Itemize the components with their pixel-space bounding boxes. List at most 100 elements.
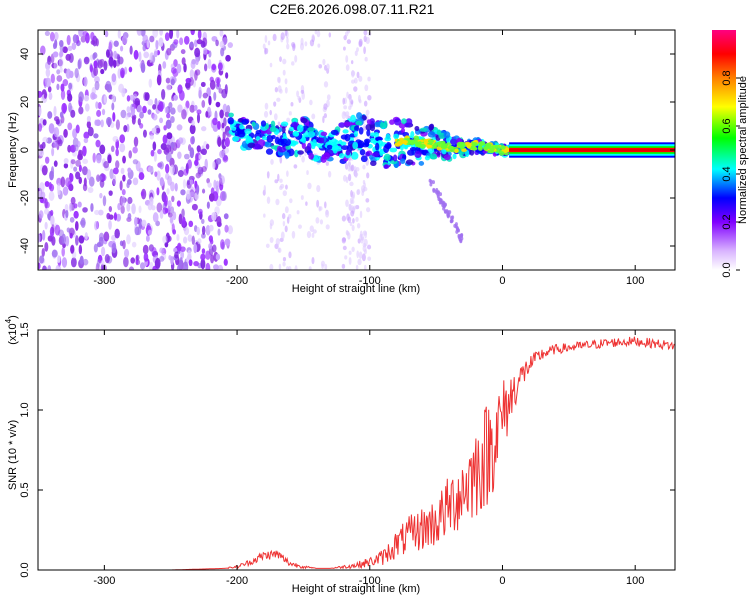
ridge-blob [255, 136, 261, 142]
ridge-blob [366, 129, 371, 137]
noise-blob [171, 195, 175, 203]
noise-blob [122, 174, 126, 182]
noise-blob [169, 164, 175, 175]
sparse-noise-blob [311, 113, 316, 120]
noise-blob [201, 99, 206, 108]
noise-blob [187, 249, 192, 259]
noise-blob [132, 159, 139, 165]
noise-blob [86, 115, 91, 122]
ridge-core-blob [426, 144, 433, 149]
ridge-blob [247, 142, 256, 149]
noise-blob [168, 102, 173, 109]
noise-blob [170, 78, 175, 86]
noise-blob [55, 264, 62, 270]
sparse-noise-blob [366, 172, 370, 179]
noise-blob [56, 75, 63, 82]
ridge-blob [385, 133, 391, 140]
noise-blob [152, 212, 159, 223]
ridge-blob [373, 131, 380, 138]
ridge-blob [401, 118, 407, 125]
noise-blob [203, 63, 208, 72]
noise-blob [153, 50, 158, 58]
noise-blob [142, 44, 147, 52]
noise-blob [43, 93, 47, 99]
noise-blob [203, 47, 208, 55]
sparse-noise-blob [350, 164, 355, 172]
ridge-core-blob [498, 151, 505, 156]
sparse-noise-blob [312, 229, 317, 234]
noise-blob [113, 40, 119, 47]
noise-blob [191, 120, 195, 126]
noise-blob [123, 125, 128, 133]
noise-blob [128, 66, 133, 73]
noise-blob [221, 191, 227, 201]
noise-blob [165, 163, 170, 174]
ridge-blob [465, 149, 470, 158]
noise-blob [93, 66, 99, 77]
sparse-noise-blob [344, 255, 348, 260]
noise-blob [61, 257, 68, 268]
noise-blob [211, 211, 217, 221]
noise-blob [120, 167, 125, 175]
tail-blob [429, 182, 433, 187]
sparse-noise-blob [350, 70, 356, 77]
noise-blob [42, 119, 47, 126]
sparse-noise-blob [348, 95, 352, 103]
sparse-noise-blob [291, 61, 295, 66]
ridge-blob [358, 126, 364, 135]
noise-blob [62, 79, 69, 87]
noise-blob [88, 176, 95, 187]
noise-blob [165, 152, 172, 163]
ridge-blob [307, 130, 316, 138]
noise-blob [121, 35, 128, 45]
sparse-noise-blob [275, 237, 280, 246]
noise-blob [152, 30, 159, 38]
noise-blob [166, 113, 171, 119]
noise-blob [225, 54, 231, 62]
sparse-noise-blob [327, 170, 332, 178]
noise-blob [63, 128, 68, 138]
sparse-noise-blob [350, 210, 355, 217]
noise-blob [73, 203, 78, 209]
noise-blob [170, 107, 176, 115]
noise-blob [86, 169, 92, 181]
noise-blob [68, 82, 73, 90]
sparse-noise-blob [353, 205, 357, 210]
noise-blob [48, 191, 55, 202]
noise-blob [129, 94, 135, 101]
sparse-noise-blob [274, 86, 279, 93]
sparse-noise-blob [356, 189, 360, 196]
noise-blob [134, 226, 140, 236]
noise-blob [152, 113, 158, 121]
noise-blob [201, 218, 205, 224]
noise-blob [55, 136, 62, 145]
noise-blob [159, 256, 165, 262]
noise-blob [194, 104, 198, 111]
sparse-noise-blob [322, 58, 326, 66]
sparse-noise-blob [277, 121, 281, 126]
noise-blob [213, 264, 219, 270]
noise-blob [138, 205, 142, 214]
noise-blob [205, 262, 211, 270]
ridge-blob [288, 126, 295, 132]
noise-blob [57, 255, 61, 264]
noise-blob [191, 235, 195, 245]
noise-blob [83, 137, 89, 144]
sparse-noise-blob [326, 94, 331, 101]
noise-blob [224, 238, 231, 246]
y-tick-label: -20 [19, 190, 31, 206]
sparse-noise-blob [356, 250, 360, 259]
noise-blob [44, 30, 51, 37]
sparse-noise-blob [282, 220, 286, 227]
ridge-blob [344, 133, 351, 142]
noise-blob [50, 215, 55, 227]
noise-blob [53, 160, 58, 167]
ridge-blob [284, 151, 290, 159]
noise-blob [216, 216, 222, 227]
noise-blob [90, 39, 96, 45]
noise-blob [100, 246, 106, 257]
noise-blob [72, 34, 78, 44]
noise-blob [138, 172, 145, 181]
tail-blob [445, 209, 449, 214]
noise-blob [128, 150, 132, 159]
